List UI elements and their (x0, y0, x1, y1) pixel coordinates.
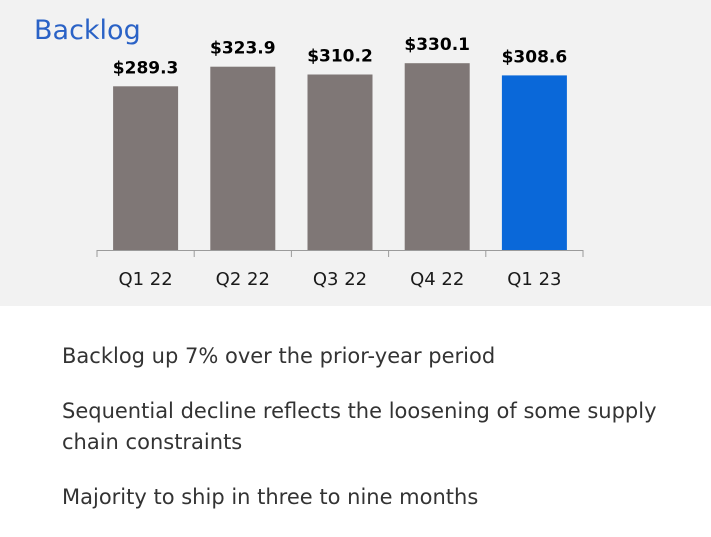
chart-panel: Backlog $289.3 Q1 22 $323.9 Q2 22 $310.2 Q3 2… (0, 0, 711, 306)
bar-q3-22 (307, 74, 373, 250)
bar-q1-23 (501, 75, 567, 251)
bar-q1-22 (113, 86, 179, 250)
x-tick-label: Q1 23 (507, 269, 561, 290)
bar-value-label: $308.6 (502, 47, 568, 67)
x-tick-label: Q4 22 (410, 269, 464, 290)
bar-q2-22 (210, 66, 276, 250)
bar-value-label: $323.9 (210, 39, 276, 59)
bar-value-label: $330.1 (404, 35, 470, 55)
backlog-bar-chart: $289.3 Q1 22 $323.9 Q2 22 $310.2 Q3 22 $330.1 Q… (96, 35, 584, 290)
bar-value-label: $289.3 (113, 58, 179, 78)
bullet-list: Backlog up 7% over the prior-year period… (62, 341, 692, 537)
bullet-item: Backlog up 7% over the prior-year period (62, 344, 496, 368)
chart-title: Backlog (34, 15, 141, 46)
bar-q4-22 (404, 63, 470, 251)
bar-value-label: $310.2 (307, 47, 373, 67)
x-tick-label: Q3 22 (313, 269, 367, 290)
x-tick-label: Q2 22 (216, 269, 270, 290)
bullet-item: Sequential decline reflects the loosenin… (62, 399, 657, 454)
x-tick-label: Q1 22 (118, 269, 172, 290)
bullet-item: Majority to ship in three to nine months (62, 485, 479, 509)
